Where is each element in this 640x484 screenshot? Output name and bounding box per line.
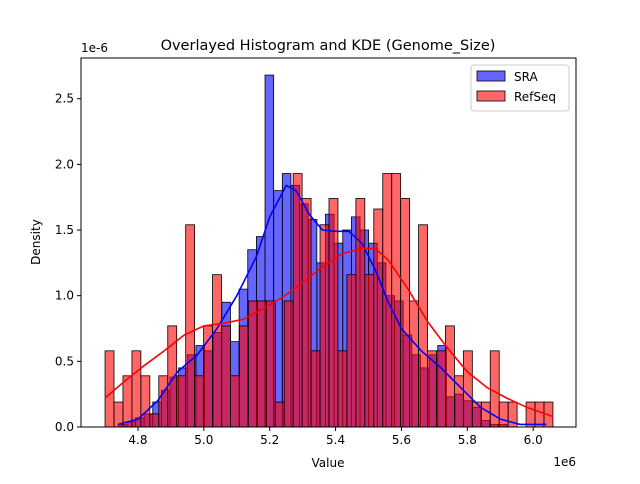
y-axis-label: Density (29, 219, 43, 265)
y-tick-label: 0.5 (55, 354, 74, 368)
bar (256, 300, 267, 428)
x-tick-label: 5.6 (392, 433, 411, 447)
bar (328, 198, 339, 428)
bar (355, 198, 366, 428)
bar (131, 350, 142, 428)
y-tick-label: 1.0 (55, 289, 74, 303)
x-tick-label: 5.0 (194, 433, 213, 447)
bar (337, 350, 348, 428)
bar (301, 198, 312, 428)
y-tick-label: 1.5 (55, 223, 74, 237)
x-axis-label: Value (312, 456, 345, 470)
bar (104, 350, 115, 428)
bar (400, 198, 411, 428)
y-tick-label: 2.5 (55, 92, 74, 106)
plot-frame (80, 57, 577, 428)
bar (194, 375, 204, 428)
bar (274, 401, 285, 428)
bar (221, 325, 231, 428)
x-offset-label: 1e6 (553, 455, 576, 469)
bar (230, 375, 240, 428)
bar (364, 274, 375, 428)
bar (391, 173, 402, 428)
legend-swatch-refseq (476, 90, 506, 102)
y-tick-label: 2.0 (55, 157, 74, 171)
bar (265, 300, 276, 428)
legend: SRA RefSeq (470, 64, 570, 112)
y-tick-label: 0.0 (55, 420, 74, 434)
kde-line-sra (117, 184, 547, 426)
bar (239, 325, 249, 428)
bar (436, 350, 446, 428)
bar (292, 173, 303, 428)
legend-swatch-sra (476, 70, 506, 82)
x-tick-label: 5.2 (260, 433, 279, 447)
bar (247, 300, 258, 428)
bar (462, 350, 473, 428)
bar (212, 274, 222, 428)
y-offset-label: 1e-6 (81, 41, 108, 55)
x-tick-label: 4.8 (128, 433, 147, 447)
kde-line-refseq (104, 247, 554, 418)
bar (409, 300, 419, 428)
bars-refseq (104, 173, 554, 428)
bar (185, 224, 196, 428)
bar (140, 375, 151, 428)
legend-label-sra: SRA (514, 70, 538, 84)
bar (418, 224, 428, 428)
bar (319, 224, 330, 428)
bar (534, 401, 545, 428)
bar (158, 375, 169, 428)
bar (346, 274, 357, 428)
bar (525, 401, 536, 428)
bar (373, 208, 384, 428)
bar (498, 401, 509, 428)
chart-title: Overlayed Histogram and KDE (Genome_Size… (161, 38, 496, 54)
bar (480, 401, 491, 428)
bar (176, 375, 187, 428)
bar (149, 413, 160, 428)
legend-label-refseq: RefSeq (514, 90, 556, 104)
bar (283, 300, 294, 428)
x-tick-label: 5.8 (458, 433, 477, 447)
x-tick-label: 5.4 (326, 433, 345, 447)
bar (310, 350, 321, 428)
bar (122, 375, 133, 428)
x-tick-label: 6.0 (524, 433, 543, 447)
